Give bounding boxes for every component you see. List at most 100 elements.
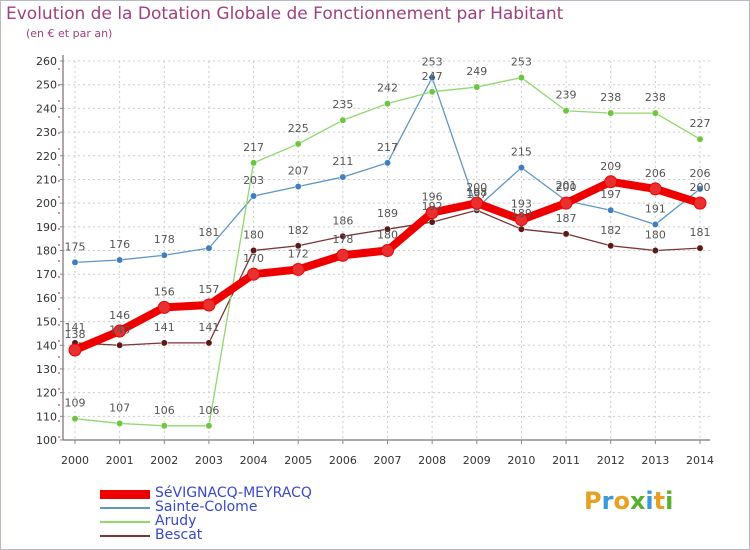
data-label: 191	[645, 202, 666, 215]
data-label: 197	[466, 188, 487, 201]
series-point	[160, 422, 168, 430]
axis-dot	[58, 388, 60, 390]
series-point	[339, 116, 347, 124]
x-tick-label: 2000	[61, 454, 89, 467]
data-label: 141	[198, 321, 219, 334]
data-label: 247	[422, 70, 443, 83]
series-point	[651, 247, 659, 254]
series-point	[381, 244, 394, 257]
series-point	[607, 242, 615, 250]
data-label: 189	[377, 207, 398, 220]
data-label: 178	[332, 233, 353, 246]
chart-title: Evolution de la Dotation Globale de Fonc…	[6, 4, 564, 24]
data-label: 170	[243, 252, 264, 265]
axis-dot	[58, 276, 60, 278]
series-point	[160, 339, 168, 347]
legend-label: Bescat	[155, 527, 203, 543]
x-tick-label: 2010	[507, 454, 535, 467]
y-tick-label: 160	[36, 292, 57, 305]
axis-dot	[58, 340, 60, 342]
series-point	[693, 196, 707, 210]
data-label: 172	[288, 247, 309, 260]
y-tick-label: 230	[36, 126, 57, 139]
data-label: 182	[288, 224, 309, 237]
series-point	[157, 300, 171, 314]
data-label: 200	[556, 181, 577, 194]
axis-dot	[58, 196, 60, 198]
y-tick-label: 180	[36, 245, 57, 258]
data-label: 242	[377, 82, 398, 95]
data-label: 198	[466, 186, 487, 199]
series-point	[425, 206, 439, 220]
axis-dot	[58, 308, 60, 310]
logo-letter: x	[629, 487, 646, 515]
data-label: 239	[556, 89, 577, 102]
axis-dot	[58, 404, 60, 406]
y-tick-label: 260	[36, 55, 57, 68]
data-label: 109	[65, 397, 86, 410]
series-point	[294, 242, 302, 250]
data-label: 215	[511, 146, 532, 159]
series-point	[113, 324, 127, 338]
series-point	[607, 109, 615, 117]
y-tick-label: 140	[36, 339, 57, 352]
data-label: 211	[332, 155, 353, 168]
series-point	[696, 244, 704, 252]
series-point	[428, 218, 436, 226]
axis-dot	[58, 372, 60, 374]
data-label: 206	[690, 167, 711, 180]
data-label: 192	[422, 200, 443, 213]
data-label: 238	[645, 91, 666, 104]
series-group	[68, 74, 707, 430]
legend-swatch	[100, 535, 150, 537]
legend-swatch	[100, 521, 150, 523]
data-label: 235	[332, 98, 353, 111]
data-label: 141	[154, 321, 175, 334]
data-label: 249	[466, 65, 487, 78]
legend-label: Arudy	[155, 513, 197, 529]
logo-letter: o	[613, 487, 630, 515]
series-point	[205, 422, 213, 430]
x-tick-label: 2007	[374, 454, 402, 467]
y-tick-label: 130	[36, 363, 57, 376]
chart-subtitle: (en € et par an)	[26, 27, 113, 40]
y-tick-label: 150	[36, 316, 57, 329]
logo-letter: P	[584, 487, 602, 515]
data-label: 178	[154, 233, 175, 246]
series-point	[205, 244, 213, 252]
y-tick-label: 200	[36, 197, 57, 210]
series-point	[294, 140, 302, 148]
series-point	[384, 159, 391, 167]
x-tick-label: 2008	[418, 454, 446, 467]
series-point	[517, 225, 525, 233]
y-tick-label: 250	[36, 79, 57, 92]
data-label: 182	[600, 224, 621, 237]
x-tick-label: 2013	[641, 454, 669, 467]
series-point	[428, 88, 436, 96]
data-label: 189	[511, 207, 532, 220]
data-label: 238	[600, 91, 621, 104]
data-label: 180	[645, 229, 666, 242]
data-label: 193	[511, 198, 532, 211]
series-point	[607, 206, 615, 214]
series-point	[562, 230, 570, 238]
data-label: 225	[288, 122, 309, 135]
data-label: 176	[109, 238, 130, 251]
series-point	[648, 182, 662, 196]
axis-dot	[58, 180, 60, 182]
x-tick-label: 2011	[552, 454, 580, 467]
data-label: 138	[65, 328, 86, 341]
data-label: 217	[243, 141, 264, 154]
series-point	[291, 262, 305, 276]
legend-swatch	[100, 489, 150, 499]
data-label: 157	[198, 283, 219, 296]
series-point	[160, 251, 168, 259]
axis-dot	[58, 84, 60, 86]
x-tick-label: 2005	[284, 454, 312, 467]
data-label: 146	[109, 309, 130, 322]
series-point	[514, 213, 528, 227]
series-point	[205, 339, 213, 347]
legend-swatch	[100, 507, 150, 509]
data-label: 197	[600, 188, 621, 201]
axis-dot	[58, 100, 60, 102]
